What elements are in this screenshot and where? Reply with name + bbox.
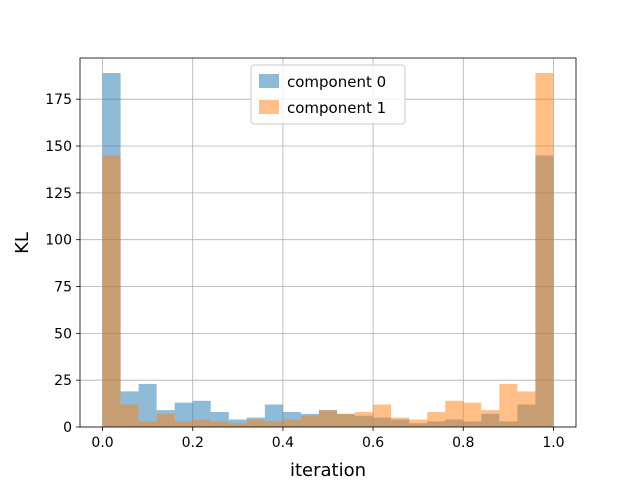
bar-series-1 bbox=[355, 412, 374, 427]
bar-series-1 bbox=[300, 415, 319, 427]
bar-series-1 bbox=[156, 413, 175, 427]
bar-series-1 bbox=[391, 417, 410, 427]
bar-series-1 bbox=[282, 419, 301, 427]
bar-series-1 bbox=[120, 404, 139, 427]
bar-series-1 bbox=[138, 421, 157, 427]
bar-series-1 bbox=[409, 419, 428, 427]
bars-layer bbox=[102, 72, 554, 428]
axes-layer: 0.0 0.2 0.4 0.6 0.8 1.0 0 25 50 75 100 125 150 175 bbox=[45, 57, 577, 451]
legend-label: component 1 bbox=[287, 99, 386, 117]
bar-series-1 bbox=[228, 423, 247, 427]
legend: component 0 component 1 bbox=[250, 64, 406, 125]
legend-label: component 0 bbox=[287, 73, 386, 91]
bar-series-1 bbox=[246, 419, 265, 427]
x-tick-label: 1.0 bbox=[542, 435, 564, 451]
bar-series-1 bbox=[192, 419, 211, 427]
bar-series-1 bbox=[318, 410, 338, 427]
legend-swatch bbox=[259, 100, 279, 114]
y-tick-label: 75 bbox=[54, 280, 72, 296]
bar-series-1 bbox=[102, 155, 121, 428]
x-tick-label: 0.0 bbox=[91, 435, 113, 451]
bar-series-1 bbox=[517, 391, 536, 427]
bar-series-1 bbox=[373, 404, 392, 427]
bar-series-1 bbox=[535, 72, 554, 427]
bar-series-0 bbox=[138, 383, 157, 427]
y-tick-label: 25 bbox=[54, 373, 72, 389]
y-tick-label: 100 bbox=[45, 233, 72, 249]
bar-series-1 bbox=[481, 410, 500, 427]
x-tick-label: 0.6 bbox=[362, 435, 384, 451]
legend-box bbox=[250, 64, 406, 125]
bar-series-1 bbox=[174, 421, 193, 427]
y-tick-label: 50 bbox=[54, 326, 72, 342]
y-tick-label: 125 bbox=[45, 186, 72, 202]
bar-series-1 bbox=[264, 421, 283, 427]
y-tick-label: 0 bbox=[63, 420, 72, 436]
bar-series-1 bbox=[427, 412, 446, 427]
bar-series-1 bbox=[445, 400, 464, 427]
legend-swatch bbox=[259, 74, 279, 88]
y-tick-label: 175 bbox=[45, 92, 72, 108]
bar-series-1 bbox=[337, 413, 356, 427]
bar-series-1 bbox=[463, 402, 482, 427]
x-tick-label: 0.2 bbox=[182, 435, 204, 451]
x-axis-label: iteration bbox=[290, 460, 366, 480]
bar-series-0 bbox=[174, 402, 193, 427]
y-tick-label: 150 bbox=[45, 139, 72, 155]
x-tick-label: 0.8 bbox=[452, 435, 474, 451]
y-axis-label: KL bbox=[12, 232, 33, 254]
x-tick-label: 0.4 bbox=[272, 435, 294, 451]
bar-series-1 bbox=[499, 383, 518, 427]
plot-frame bbox=[79, 57, 577, 428]
bar-series-1 bbox=[210, 421, 229, 427]
